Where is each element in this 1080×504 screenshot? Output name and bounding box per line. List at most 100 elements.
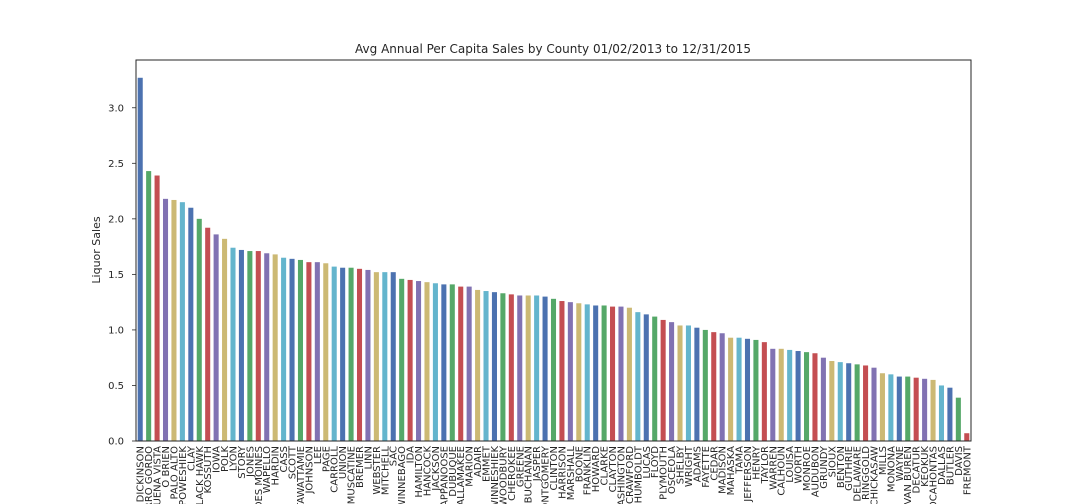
x-tick-label: DALLAS xyxy=(937,446,948,485)
x-tick-label: MONONA xyxy=(886,446,897,492)
bar xyxy=(550,298,557,441)
x-tick-label: PLYMOUTH xyxy=(659,446,670,500)
bar xyxy=(938,385,945,441)
x-tick-label: EMMET xyxy=(482,445,493,482)
x-tick-label: CRAWFORD xyxy=(625,446,636,504)
x-tick-label: CLARKE xyxy=(600,446,611,485)
x-tick-label: JONES xyxy=(245,446,256,478)
x-tick-label: PAGE xyxy=(321,446,332,472)
x-tick-label: SHELBY xyxy=(676,445,687,484)
bar xyxy=(685,325,691,441)
plot-frame xyxy=(135,59,972,442)
x-tick-label: JASPER xyxy=(532,446,543,482)
bar xyxy=(610,306,616,441)
y-tick-label: 2.5 xyxy=(108,159,124,170)
x-tick-label: SIOUX xyxy=(827,446,838,477)
x-tick-label: DUBUQUE xyxy=(448,446,459,497)
y-tick-label: 0.0 xyxy=(108,437,124,448)
bar xyxy=(323,263,329,441)
x-tick-label: RINGGOLD xyxy=(861,446,872,500)
x-tick-label: ADAIR xyxy=(473,446,484,477)
bar xyxy=(137,77,143,442)
x-tick-label: WARREN xyxy=(768,446,779,490)
x-tick-label: DICKINSON xyxy=(136,446,147,502)
bar xyxy=(896,376,902,441)
x-tick-label: WAYNE xyxy=(895,446,906,481)
bar xyxy=(888,374,894,441)
x-tick-label: MAHASKA xyxy=(726,446,737,496)
x-tick-label: BUCHANAN xyxy=(524,446,535,503)
bar xyxy=(466,286,472,441)
bar xyxy=(804,352,810,441)
bar xyxy=(297,259,303,441)
x-tick-label: JOHNSON xyxy=(304,446,315,495)
bar xyxy=(635,312,641,441)
bar xyxy=(913,377,919,441)
x-tick-label: AUDUBON xyxy=(810,446,821,497)
x-tick-label: CHEROKEE xyxy=(507,446,518,501)
x-tick-label: GUTHRIE xyxy=(844,446,855,491)
bar xyxy=(247,251,253,441)
x-tick-label: ADAMS xyxy=(692,446,703,482)
bar xyxy=(331,266,337,441)
bar xyxy=(238,249,244,441)
x-tick-label: WAPELLO xyxy=(262,446,273,493)
bar xyxy=(491,292,497,441)
x-tick-label: FAYETTE xyxy=(701,446,712,488)
x-tick-label: POWESHIEK xyxy=(178,446,189,504)
bar xyxy=(365,269,371,441)
x-tick-label: PALO ALTO xyxy=(169,446,180,500)
x-tick-label: CHICKASAW xyxy=(870,446,881,504)
bar xyxy=(314,262,320,441)
bar xyxy=(222,238,228,441)
x-tick-label: BLACK HAWK xyxy=(195,446,206,504)
x-tick-label: WRIGHT xyxy=(684,445,695,487)
x-tick-label: CASS xyxy=(279,446,290,473)
bar xyxy=(517,295,523,441)
y-tick-label: 1.5 xyxy=(108,270,124,281)
bar xyxy=(846,363,852,441)
bar xyxy=(272,254,278,441)
x-tick-label: CEDAR xyxy=(709,446,720,481)
bar xyxy=(264,253,270,441)
x-tick-label: MARION xyxy=(465,446,476,487)
bar xyxy=(458,286,464,441)
x-tick-label: DAVIS xyxy=(954,446,965,476)
bar xyxy=(795,351,801,441)
bar xyxy=(837,362,843,441)
bar xyxy=(281,257,287,441)
x-tick-label: HARRISON xyxy=(557,446,568,499)
x-tick-label: MONROE xyxy=(802,446,813,491)
x-tick-label: WOODBURY xyxy=(498,445,509,504)
bar xyxy=(441,284,447,441)
bar xyxy=(407,279,413,441)
chart-title: Avg Annual Per Capita Sales by County 01… xyxy=(355,42,751,56)
bar xyxy=(255,251,261,441)
bar xyxy=(416,281,422,441)
bar xyxy=(736,337,742,441)
x-tick-label: BOONE xyxy=(574,446,585,482)
bar xyxy=(812,353,818,441)
x-tick-label: UNION xyxy=(338,446,349,479)
bar xyxy=(677,325,683,441)
x-tick-label: BENTON xyxy=(836,446,847,488)
x-tick-label: POLK xyxy=(220,446,231,472)
bar xyxy=(390,272,396,441)
x-tick-label: WINNEBAGO xyxy=(397,446,408,504)
bar xyxy=(626,307,632,441)
x-tick-label: CERRO GORDO xyxy=(144,446,155,504)
x-tick-label: O BRIEN xyxy=(161,446,172,488)
x-tick-label: WORTH xyxy=(794,446,805,484)
x-tick-label: ALLAMAKEE xyxy=(456,446,467,504)
x-tick-label: GREENE xyxy=(515,446,526,487)
x-tick-label: HANCOCK xyxy=(422,446,433,497)
x-tick-label: SAC xyxy=(389,446,400,466)
x-tick-label: BUENA VISTA xyxy=(153,446,164,504)
x-tick-label: HARDIN xyxy=(271,446,282,485)
x-tick-label: CLAYTON xyxy=(608,446,619,492)
x-tick-label: WASHINGTON xyxy=(616,446,627,504)
bar xyxy=(593,305,599,441)
bar xyxy=(576,303,582,441)
x-tick-label: POTTAWATTAMIE xyxy=(296,446,307,504)
x-tick-label: OSCEOLA xyxy=(667,446,678,494)
